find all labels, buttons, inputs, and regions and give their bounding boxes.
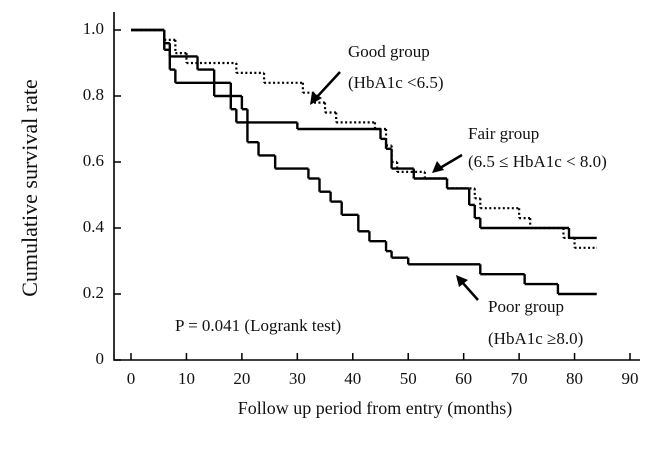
- y-tick-label: 0.2: [83, 283, 104, 302]
- x-tick-label: 20: [233, 369, 250, 388]
- x-axis-label: Follow up period from entry (months): [238, 398, 512, 419]
- y-tick-label: 0.4: [83, 217, 105, 236]
- y-tick-label: 0.6: [83, 151, 104, 170]
- series-label: Fair group: [468, 124, 539, 143]
- series-label: Poor group: [488, 297, 564, 316]
- x-tick-label: 50: [400, 369, 417, 388]
- series-note: (6.5 ≤ HbA1c < 8.0): [468, 152, 607, 171]
- arrows: [310, 71, 479, 301]
- series-note: (HbA1c ≥8.0): [488, 329, 583, 348]
- y-axis-label: Cumulative survival rate: [17, 79, 42, 297]
- x-tick-label: 60: [455, 369, 472, 388]
- series-label: Good group: [348, 42, 430, 61]
- y-tick-label: 1.0: [83, 19, 104, 38]
- series-note: (HbA1c <6.5): [348, 73, 444, 92]
- annotation: P = 0.041 (Logrank test): [175, 316, 341, 335]
- x-tick-label: 80: [566, 369, 583, 388]
- x-tick-label: 30: [289, 369, 306, 388]
- x-tick-label: 0: [127, 369, 136, 388]
- x-tick-label: 10: [178, 369, 195, 388]
- y-tick-label: 0.8: [83, 85, 104, 104]
- x-tick-label: 40: [344, 369, 361, 388]
- x-tick-label: 70: [511, 369, 528, 388]
- y-tick-label: 0: [96, 349, 105, 368]
- x-tick-label: 90: [622, 369, 639, 388]
